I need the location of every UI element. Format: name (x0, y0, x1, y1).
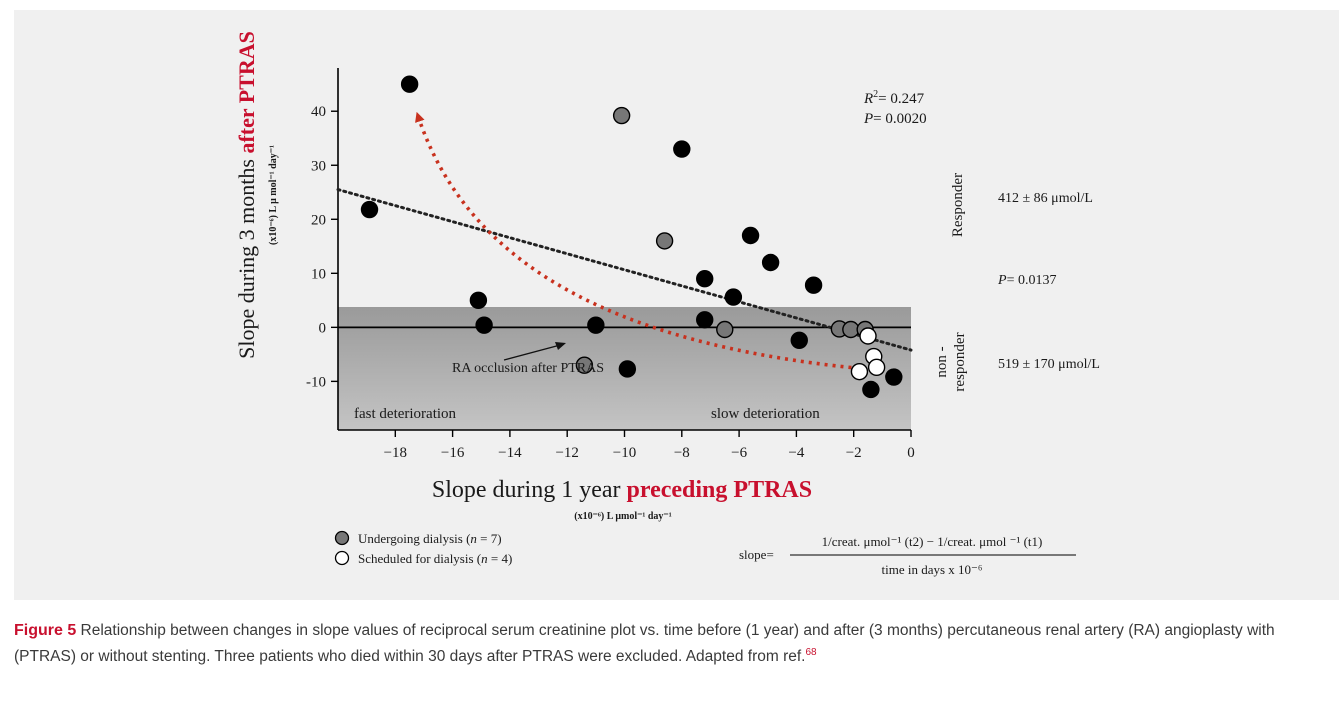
figure-panel: -10 0 10 20 30 40 −18 −16 −14 −12 −10 −8 −6 −4 −2 0 Sl… (14, 10, 1339, 600)
data-point-black-filled (475, 316, 493, 334)
points-layer (360, 75, 903, 399)
occlusion-pointer-head (555, 342, 566, 350)
y-tick-label: 20 (311, 212, 326, 228)
y-tick-label: 40 (311, 104, 326, 120)
x-tick-label: −4 (788, 445, 804, 461)
slow-deterioration-label: slow deterioration (711, 406, 820, 422)
legend-marker-gray (334, 530, 350, 546)
data-point-black-filled (673, 140, 691, 158)
responder-label: Responder (950, 173, 966, 237)
caption-text: Relationship between changes in slope va… (14, 622, 1275, 666)
y-tick-label: 10 (311, 266, 326, 282)
formula-lhs: slope= (739, 547, 774, 562)
occlusion-pointer (503, 343, 565, 361)
caption-reference[interactable]: 68 (805, 647, 817, 658)
regression-line (336, 188, 913, 352)
formula-numerator: 1/creat. μmol⁻¹ (t2) − 1/creat. μmol ⁻¹ … (822, 534, 1043, 549)
x-tick-label: −14 (498, 445, 522, 461)
p-value-label: P= 0.0020 (863, 111, 927, 127)
data-point-black-filled (618, 360, 637, 378)
scatter-chart: -10 0 10 20 30 40 −18 −16 −14 −12 −10 −8 −6 −4 −2 0 Sl… (234, 31, 1100, 577)
occlusion-annotation: RA occlusion after PTRAS (452, 361, 604, 376)
y-tick-label: 30 (311, 158, 326, 174)
data-point-black-filled (741, 226, 760, 245)
trend-arrow (415, 111, 860, 371)
legend: Undergoing dialysis (n = 7) Scheduled fo… (334, 530, 512, 566)
data-point-gray-filled (575, 356, 594, 374)
data-point-black-filled (761, 253, 780, 272)
responder-value: 412 ± 86 μmol/L (998, 191, 1093, 206)
fast-deterioration-label: fast deterioration (354, 406, 457, 422)
data-point-black-filled (804, 276, 823, 294)
y-axis-title: Slope during 3 months after PTRAS (234, 31, 259, 359)
data-point-open (850, 362, 869, 381)
y-axis-unit: (x10⁻⁶) L μ mol⁻¹ day⁻¹ (268, 145, 279, 245)
formula-denominator: time in days x 10⁻⁶ (882, 562, 983, 577)
data-point-black-filled (696, 311, 714, 329)
x-tick-label: −6 (731, 445, 747, 461)
data-point-black-filled (400, 75, 419, 93)
x-axis: −18 −16 −14 −12 −10 −8 −6 −4 −2 0 (338, 429, 915, 461)
figure-caption: Figure 5 Relationship between changes in… (14, 620, 1324, 668)
data-point-black-filled (790, 331, 808, 350)
data-point-gray-filled (655, 232, 674, 250)
data-point-open (859, 327, 877, 345)
data-point-black-filled (360, 200, 379, 219)
data-point-black-filled (469, 291, 488, 310)
x-axis-title: Slope during 1 year preceding PTRAS (432, 477, 812, 503)
legend-label-undergoing: Undergoing dialysis (n = 7) (358, 531, 502, 546)
y-tick-label: 0 (319, 320, 327, 336)
slope-formula: slope= 1/creat. μmol⁻¹ (t2) − 1/creat. μ… (739, 534, 1076, 577)
x-tick-label: −18 (384, 445, 407, 461)
x-tick-label: −16 (441, 445, 465, 461)
data-point-gray-filled (716, 320, 734, 339)
x-tick-label: −10 (613, 445, 636, 461)
r-squared-label: R2= 0.247 (863, 89, 925, 107)
legend-marker-open (334, 550, 350, 566)
data-point-black-filled (724, 288, 743, 306)
data-point-gray-filled (612, 106, 631, 125)
p-between-groups: P= 0.0137 (997, 273, 1056, 288)
data-point-black-filled (587, 316, 605, 334)
nonresponder-label-1: non - (934, 346, 950, 377)
nonresponder-value: 519 ± 170 μmol/L (998, 357, 1100, 372)
nonresponder-label-2: responder (952, 332, 968, 391)
x-tick-label: −12 (555, 445, 578, 461)
y-axis: -10 0 10 20 30 40 (306, 68, 339, 430)
x-tick-label: 0 (907, 445, 915, 461)
data-point-open (867, 358, 886, 377)
data-point-black-filled (862, 380, 880, 399)
x-tick-label: −2 (846, 445, 862, 461)
figure-label: Figure 5 (14, 622, 77, 639)
data-point-gray-filled (842, 320, 860, 339)
x-axis-unit: (x10⁻⁶) L μmol⁻¹ day⁻¹ (574, 511, 671, 522)
y-tick-label: -10 (306, 374, 326, 390)
data-point-black-filled (885, 368, 903, 386)
x-tick-label: −8 (674, 445, 690, 461)
data-point-black-filled (696, 270, 714, 288)
legend-label-scheduled: Scheduled for dialysis (n = 4) (358, 551, 512, 566)
